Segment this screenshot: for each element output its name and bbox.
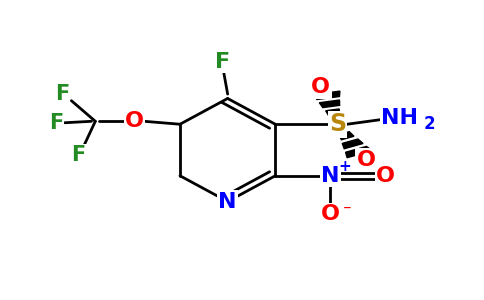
Text: O: O (125, 111, 144, 131)
Text: N: N (218, 191, 237, 212)
Polygon shape (339, 132, 354, 140)
Text: 2: 2 (424, 115, 436, 133)
Text: O: O (321, 204, 340, 224)
Polygon shape (342, 139, 363, 149)
Text: F: F (72, 145, 86, 165)
Text: S: S (329, 112, 346, 136)
Text: N: N (321, 166, 340, 186)
Text: O: O (376, 166, 395, 186)
Text: F: F (49, 113, 63, 133)
Text: F: F (55, 84, 69, 104)
Text: F: F (215, 52, 230, 72)
Text: NH: NH (381, 108, 418, 128)
Text: O: O (357, 150, 376, 169)
Polygon shape (313, 91, 340, 100)
Polygon shape (332, 118, 340, 124)
Polygon shape (335, 124, 345, 131)
Text: O: O (311, 77, 330, 98)
Polygon shape (326, 109, 340, 116)
Polygon shape (319, 100, 340, 108)
Text: +: + (338, 159, 351, 174)
Polygon shape (346, 146, 372, 158)
Text: ⁻: ⁻ (343, 202, 352, 220)
